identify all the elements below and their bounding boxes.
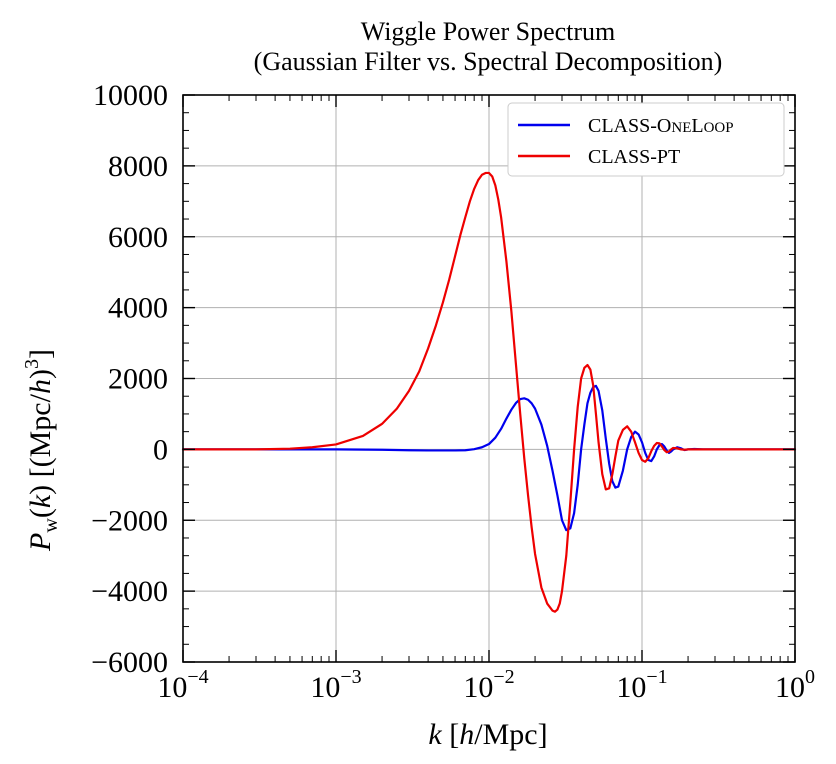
x-tick-label: 10−4	[157, 666, 208, 704]
x-tick-label: 100	[775, 666, 815, 704]
y-tick-label: 4000	[108, 292, 168, 325]
x-tick-label: 10−1	[616, 666, 667, 704]
y-tick-label: 6000	[108, 221, 168, 254]
y-axis-label: Pw(k) [(Mpc/h)3]	[21, 349, 62, 552]
y-tick-label: 2000	[108, 363, 168, 396]
chart-title-line-2: (Gaussian Filter vs. Spectral Decomposit…	[254, 47, 723, 76]
x-tick-label: 10−3	[310, 666, 361, 704]
legend-box	[507, 102, 785, 177]
chart-title-line-1: Wiggle Power Spectrum	[361, 17, 616, 46]
y-tick-label: 10000	[93, 79, 168, 112]
x-tick-labels: 10−4 10−3 10−2 10−1 100	[157, 666, 815, 704]
series-line-class-pt	[181, 171, 797, 613]
legend-label-class-pt: CLASS-PT	[588, 146, 680, 168]
y-tick-labels: −6000 −4000 −2000 0 2000 4000 6000 8000 10000	[91, 79, 168, 679]
y-tick-label: −6000	[91, 646, 168, 679]
y-tick-label: −2000	[91, 504, 168, 537]
legend-label-class-oneloop: CLASS-ONELOOP	[588, 115, 734, 137]
x-axis-label: k [h/Mpc]	[428, 718, 547, 751]
y-tick-label: 8000	[108, 150, 168, 183]
y-tick-label: 0	[153, 433, 168, 466]
legend: CLASS-ONELOOP CLASS-PT	[507, 102, 785, 177]
y-tick-label: −4000	[91, 575, 168, 608]
x-tick-label: 10−2	[463, 666, 514, 704]
axis-ticks	[182, 94, 796, 663]
series-line-class-oneloop	[181, 384, 797, 532]
series-group	[181, 171, 797, 613]
